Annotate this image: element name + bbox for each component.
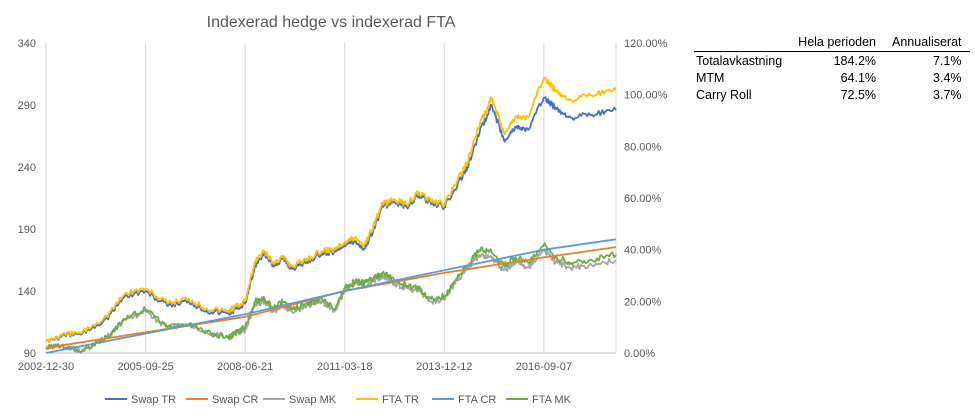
y-right-tick-label: 80.00% — [624, 141, 662, 153]
summary-header-blank — [694, 34, 791, 52]
summary-row-period: 184.2% — [833, 54, 877, 68]
series-line-swap-cr — [45, 246, 617, 349]
y-left-tick-label: 190 — [18, 224, 36, 236]
legend-label: FTA MK — [532, 394, 572, 406]
summary-row-period: 64.1% — [840, 71, 877, 85]
y-right-tick-label: 0.00% — [624, 348, 655, 360]
legend-label: Swap MK — [289, 394, 337, 406]
series-line-fta-cr — [45, 238, 617, 354]
legend-label: Swap TR — [131, 394, 176, 406]
summary-row-label: Carry Roll — [696, 88, 752, 102]
x-tick-label: 2013-12-12 — [416, 361, 472, 373]
gridlines — [45, 43, 545, 353]
y-left-tick-label: 90 — [24, 348, 36, 360]
y-right-tick-label: 100.00% — [624, 90, 668, 102]
y-left-tick-label: 290 — [18, 100, 36, 112]
y-right-tick-label: 60.00% — [624, 193, 662, 205]
axes: 90 140 190 240 290 340 0.00% 20.00% 40.00% 60.00%… — [18, 38, 668, 373]
x-tick-label: 2011-03-18 — [317, 361, 372, 373]
legend-label: Swap CR — [212, 394, 259, 406]
summary-header-annual: Annualiserat — [884, 34, 970, 52]
series-line-fta-tr — [45, 76, 617, 343]
chart-title: Indexerad hedge vs indexerad FTA — [207, 14, 456, 31]
summary-row-total: Totalavkastning 184.2% 7.1% — [694, 52, 970, 70]
summary-header-period: Hela perioden — [790, 34, 885, 52]
legend: Swap TR Swap CR Swap MK FTA TR FTA CR FTA MK — [105, 394, 572, 406]
summary-row-carry-roll: Carry Roll 72.5% 3.7% — [694, 86, 970, 103]
series-line-swap-tr — [45, 96, 617, 344]
y-right-tick-label: 20.00% — [624, 296, 662, 308]
x-tick-label: 2005-09-25 — [117, 361, 173, 373]
summary-header-row: Hela perioden Annualiserat — [694, 34, 970, 52]
series-lines — [45, 76, 617, 354]
x-tick-label: 2008-06-21 — [217, 361, 273, 373]
summary-row-label: Totalavkastning — [696, 54, 783, 68]
y-left-tick-label: 240 — [18, 162, 36, 174]
y-right-tick-label: 40.00% — [624, 245, 662, 257]
series-line-swap-mk — [45, 248, 617, 354]
summary-row-period: 72.5% — [840, 88, 877, 102]
legend-label: FTA CR — [458, 394, 496, 406]
summary-row-mtm: MTM 64.1% 3.4% — [694, 69, 970, 86]
y-left-tick-label: 140 — [18, 286, 36, 298]
legend-label: FTA TR — [382, 394, 419, 406]
x-tick-label: 2016-09-07 — [516, 361, 572, 373]
x-tick-label: 2002-12-30 — [18, 361, 74, 373]
summary-row-annual: 3.4% — [933, 71, 962, 85]
y-left-tick-label: 340 — [18, 38, 36, 50]
summary-table: Hela perioden Annualiserat Totalavkastni… — [694, 34, 970, 103]
y-right-tick-label: 120.00% — [624, 38, 668, 50]
summary-row-annual: 3.7% — [933, 88, 962, 102]
summary-row-label: MTM — [696, 71, 725, 85]
summary-row-annual: 7.1% — [933, 54, 962, 68]
